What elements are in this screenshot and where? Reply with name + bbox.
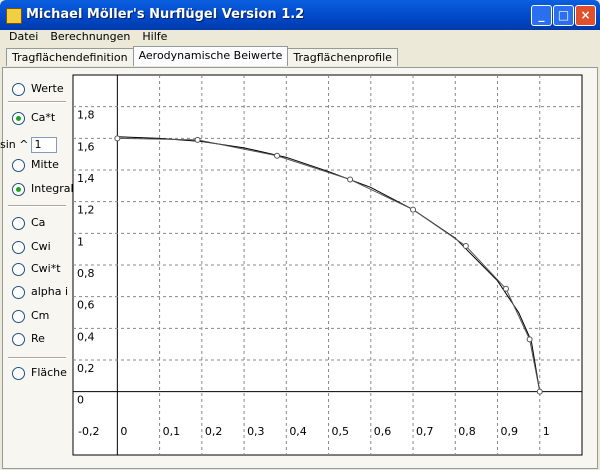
y-tick-label: 1,6 — [77, 140, 95, 153]
y-tick-label: 1 — [77, 235, 84, 248]
menu-item[interactable]: Hilfe — [142, 30, 168, 43]
x-tick-label: 0,9 — [501, 425, 519, 438]
radio-option[interactable]: Ca*t — [12, 111, 55, 125]
x-tick-label: 0,4 — [289, 425, 307, 438]
radio-option[interactable]: Werte — [12, 82, 64, 96]
radio-option[interactable]: Ca — [12, 216, 45, 230]
radio-label: Fläche — [31, 366, 67, 379]
data-point — [347, 176, 354, 183]
y-tick-label: 1,8 — [77, 109, 95, 122]
separator — [8, 205, 66, 207]
x-tick-label: 0 — [120, 425, 127, 438]
radio-button[interactable] — [12, 366, 25, 380]
x-tick-label: 0,8 — [458, 425, 476, 438]
radio-option[interactable]: Cwi — [12, 240, 51, 254]
x-tick-label: 0,5 — [332, 425, 350, 438]
minimize-button[interactable]: _ — [531, 5, 552, 26]
data-point — [462, 243, 469, 249]
y-tick-label: 1,2 — [77, 204, 95, 217]
window-title: Michael Möller's Nurflügel Version 1.2 — [26, 7, 305, 22]
radio-label: Cwi*t — [31, 262, 61, 275]
y-tick-label: 0,4 — [77, 330, 95, 343]
radio-option[interactable]: alpha i — [12, 285, 68, 299]
sin-label: sin ^ — [0, 138, 29, 151]
separator — [8, 101, 66, 103]
y-tick-label: 0 — [77, 394, 84, 407]
radio-label: Mitte — [31, 158, 59, 171]
radio-label: Re — [31, 332, 45, 345]
radio-option[interactable]: Fläche — [12, 366, 67, 380]
x-tick-label: 0,6 — [374, 425, 392, 438]
radio-label: alpha i — [31, 285, 69, 298]
data-point — [536, 388, 543, 395]
x-tick-label: 0,3 — [247, 425, 265, 438]
radio-option[interactable]: Re — [12, 332, 45, 346]
x-tick-label: 0,7 — [416, 425, 434, 438]
radio-option[interactable]: Mitte — [12, 158, 59, 172]
x-tick-label: 0,2 — [205, 425, 223, 438]
data-point — [410, 206, 417, 213]
radio-label: Werte — [31, 82, 64, 95]
radio-label: Cm — [31, 309, 50, 322]
y-tick-label: 0,8 — [77, 267, 95, 280]
sin-input[interactable]: 1 — [31, 137, 58, 153]
close-button[interactable]: × — [575, 5, 596, 26]
menu-item[interactable]: Datei — [9, 30, 39, 43]
radio-button[interactable] — [12, 240, 25, 254]
y-tick-label: 0,6 — [77, 299, 95, 312]
radio-button[interactable] — [12, 262, 25, 276]
tab-strip: Tragflächendefinition Aerodynamische Beiw… — [6, 46, 398, 68]
x-tick-label: 0,1 — [163, 425, 181, 438]
radio-option[interactable]: Cm — [12, 309, 49, 323]
y-tick-label: 0,2 — [77, 362, 95, 375]
separator — [8, 357, 66, 359]
radio-label: Cwi — [31, 240, 51, 253]
menu-bar: Datei Berechnungen Hilfe — [0, 30, 600, 46]
radio-label: Ca — [31, 216, 46, 229]
radio-option[interactable]: Cwi*t — [12, 262, 61, 276]
x-tick-label: 1 — [543, 425, 550, 438]
data-point — [526, 336, 533, 343]
radio-button[interactable] — [12, 182, 25, 196]
data-point — [502, 285, 509, 292]
radio-button[interactable] — [12, 158, 25, 172]
radio-label: Ca*t — [31, 111, 56, 124]
title-bar: Michael Möller's Nurflügel Version 1.2 _… — [0, 0, 600, 30]
radio-option[interactable]: Integral — [12, 182, 74, 196]
data-point — [114, 135, 121, 142]
series-line — [117, 136, 541, 392]
sin-row: sin ^ 1 — [0, 137, 58, 153]
radio-button[interactable] — [12, 82, 25, 96]
radio-button[interactable] — [12, 216, 25, 230]
radio-button[interactable] — [12, 332, 25, 346]
tab[interactable]: Tragflächendefinition — [6, 48, 134, 66]
radio-label: Integral — [31, 182, 74, 195]
data-point — [274, 152, 281, 159]
tab[interactable]: Aerodynamische Beiwerte — [132, 46, 289, 66]
app-icon — [6, 8, 22, 24]
tab[interactable]: Tragflächenprofile — [287, 48, 398, 66]
x-min-label: -0,2 — [78, 425, 99, 438]
data-point — [194, 136, 201, 143]
maximize-button[interactable]: □ — [553, 5, 574, 26]
menu-item[interactable]: Berechnungen — [50, 30, 131, 43]
radio-button[interactable] — [12, 309, 25, 323]
y-tick-label: 1,4 — [77, 172, 95, 185]
radio-button[interactable] — [12, 285, 25, 299]
radio-button[interactable] — [12, 111, 25, 125]
